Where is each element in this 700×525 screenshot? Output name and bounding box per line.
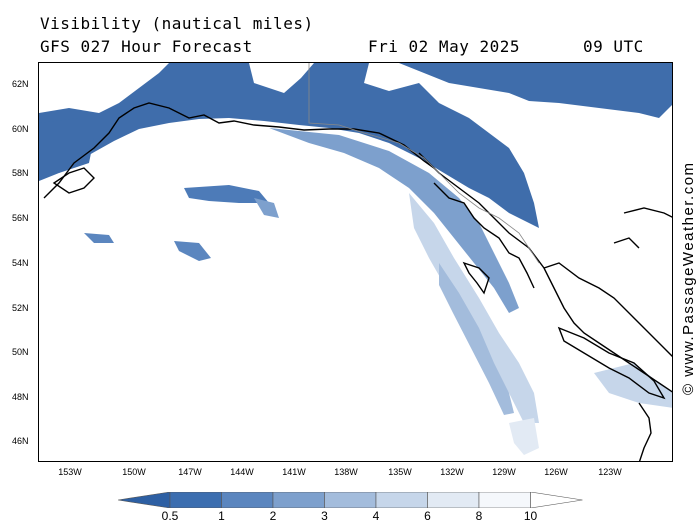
- fog-patch-7: [594, 363, 672, 408]
- lon-label: 144W: [230, 467, 254, 477]
- fog-patch-4: [174, 241, 211, 261]
- colorbar-tick-label: 2: [269, 509, 277, 523]
- colorbar-segment: [272, 492, 325, 508]
- lon-label: 135W: [388, 467, 412, 477]
- lat-label: 56N: [12, 213, 29, 223]
- fog-offshore-streak: [409, 193, 539, 423]
- inside-passage-islands: [433, 182, 535, 289]
- map-canvas: [39, 63, 672, 461]
- fog-patch-6: [39, 118, 94, 173]
- colorbar-segment: [169, 492, 222, 508]
- mainland-bc-coast: [543, 262, 672, 357]
- lon-label: 147W: [178, 467, 202, 477]
- colorbar-tick-label: 3: [321, 509, 328, 523]
- title-line1: Visibility (nautical miles): [40, 14, 314, 33]
- visibility-map: [38, 62, 673, 462]
- coastlines: [43, 102, 672, 461]
- fog-patch-2: [254, 198, 279, 218]
- lat-label: 58N: [12, 168, 29, 178]
- vancouver-island: [557, 326, 666, 400]
- fog-alaska-interior: [399, 63, 672, 118]
- border-line: [308, 63, 540, 264]
- forecast-date: Fri 02 May 2025: [368, 37, 520, 56]
- lon-label: 132W: [440, 467, 464, 477]
- lon-label: 141W: [282, 467, 306, 477]
- fog-patch-3: [84, 233, 114, 243]
- lat-label: 48N: [12, 392, 29, 402]
- lat-label: 52N: [12, 303, 29, 313]
- alaska-peninsula-coast: [43, 102, 435, 199]
- interior-river: [623, 207, 672, 218]
- fog-patch-5: [509, 418, 539, 455]
- lon-label: 150W: [122, 467, 146, 477]
- colorbar-tick-label: 8: [475, 509, 483, 523]
- colorbar-tick-label: 4: [372, 509, 380, 523]
- lat-label: 46N: [12, 436, 29, 446]
- lon-label: 153W: [58, 467, 82, 477]
- lon-label: 126W: [544, 467, 568, 477]
- forecast-time: 09 UTC: [583, 37, 644, 56]
- washington-coast: [638, 402, 652, 461]
- lon-label: 138W: [334, 467, 358, 477]
- kodiak-island: [52, 167, 95, 194]
- fog-north-band: [39, 63, 539, 228]
- lon-label: 129W: [492, 467, 516, 477]
- colorbar-tick-label: 6: [424, 509, 431, 523]
- colorbar-max-triangle: [530, 492, 583, 508]
- subtitle: GFS 027 Hour Forecast: [40, 37, 253, 56]
- lon-label: 123W: [598, 467, 622, 477]
- watermark-text: © www.PassageWeather.com: [680, 161, 697, 395]
- fog-offshore-streak-2: [439, 263, 514, 415]
- colorbar-segment: [478, 492, 531, 508]
- colorbar-segment: [221, 492, 274, 508]
- low-visibility-areas: [39, 63, 672, 455]
- haida-gwaii: [462, 261, 490, 295]
- colorbar: [118, 492, 583, 508]
- lat-label: 54N: [12, 258, 29, 268]
- interior-lake: [613, 237, 640, 249]
- colorbar-segment: [375, 492, 428, 508]
- southeast-alaska-coast: [418, 152, 672, 393]
- lat-label: 50N: [12, 347, 29, 357]
- fog-coastal-band: [269, 128, 519, 313]
- fog-patch-1: [184, 185, 269, 203]
- lat-label: 62N: [12, 79, 29, 89]
- colorbar-tick-label: 10: [523, 509, 538, 523]
- colorbar-min-triangle: [118, 492, 171, 508]
- colorbar-tick-label: 0.5: [161, 509, 179, 523]
- colorbar-segment: [427, 492, 480, 508]
- colorbar-tick-label: 1: [218, 509, 225, 523]
- lat-label: 60N: [12, 124, 29, 134]
- colorbar-segment: [324, 492, 377, 508]
